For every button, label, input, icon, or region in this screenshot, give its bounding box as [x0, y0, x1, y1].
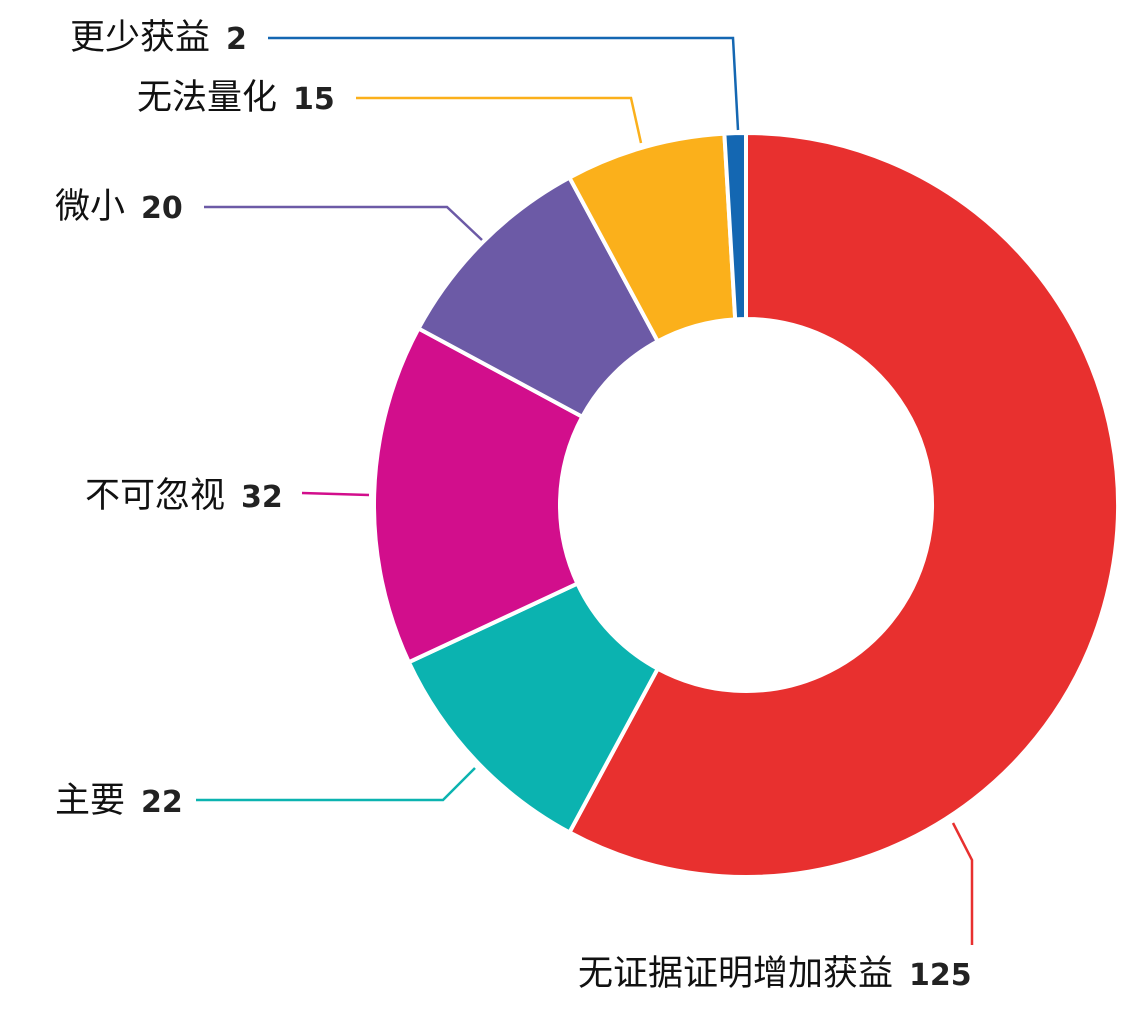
- leader-lines: [196, 36, 974, 945]
- leader-line: [268, 36, 740, 131]
- donut-slices: [372, 131, 1120, 879]
- slice-labels: 无证据证明增加获益 125 主要 22 不可忽视 32 微小 20 无法量化 15 更少获益 2: [55, 18, 972, 994]
- slice-label: 微小 20: [55, 187, 183, 227]
- slice-label-value: 20: [141, 191, 183, 226]
- leader-line: [204, 205, 483, 241]
- slice-label-name: 无证据证明增加获益: [578, 954, 893, 994]
- leader-line: [356, 96, 643, 144]
- donut-slice: [372, 326, 585, 665]
- leader-line: [951, 822, 974, 945]
- slice-label-name: 更少获益: [70, 18, 210, 58]
- donut-slice: [567, 131, 1120, 879]
- donut-slice: [722, 131, 748, 322]
- slice-label-name: 微小: [55, 187, 125, 227]
- slice-label-name: 无法量化: [137, 78, 277, 118]
- slice-label: 不可忽视 32: [85, 476, 283, 516]
- slice-label-name: 主要: [55, 781, 125, 821]
- slice-label: 无证据证明增加获益 125: [578, 954, 972, 994]
- leader-line: [196, 767, 476, 802]
- leader-line: [301, 491, 370, 497]
- slice-label-value: 22: [141, 785, 183, 820]
- slice-label-value: 2: [226, 22, 247, 57]
- slice-label-name: 不可忽视: [85, 476, 225, 516]
- slice-label-value: 125: [909, 958, 972, 993]
- slice-label-value: 15: [293, 82, 335, 117]
- slice-label: 无法量化 15: [137, 78, 335, 118]
- slice-label: 更少获益 2: [70, 18, 247, 58]
- slice-label-value: 32: [241, 480, 283, 515]
- slice-label: 主要 22: [55, 781, 183, 821]
